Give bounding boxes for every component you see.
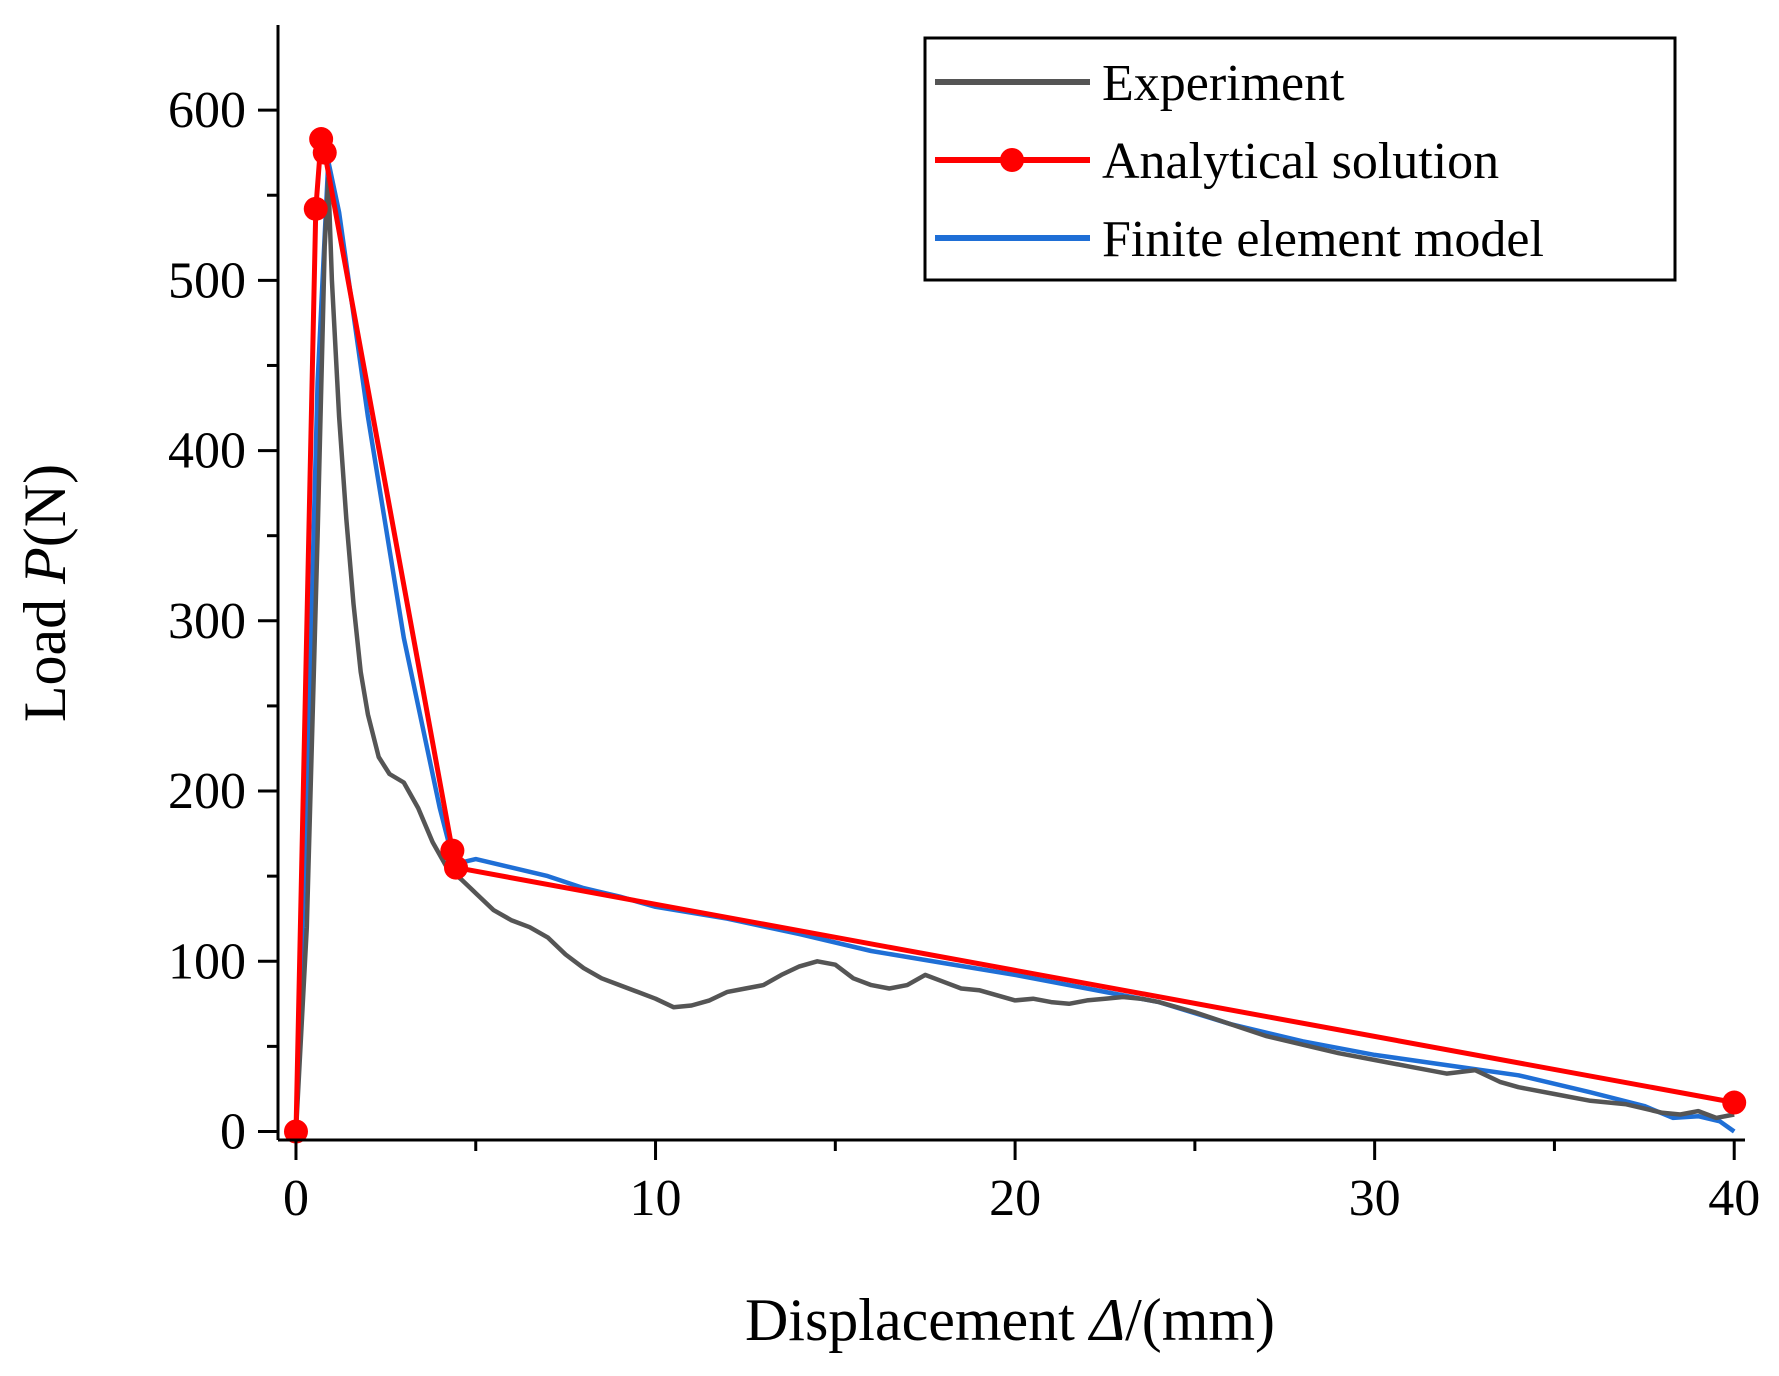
series-layer [283, 127, 1747, 1144]
x-axis-title-symbol: Δ [1088, 1287, 1125, 1353]
y-tick-label-400: 400 [168, 423, 246, 480]
x-axis-title-prefix: Displacement [745, 1287, 1090, 1353]
x-tick-label-40: 40 [1708, 1170, 1760, 1227]
series-point-analytical-solution-0 [283, 1119, 308, 1144]
y-tick-label-200: 200 [168, 763, 246, 820]
y-tick-label-600: 600 [168, 82, 246, 139]
series-point-analytical-solution-6 [1722, 1090, 1747, 1115]
y-axis-title-symbol: P [12, 547, 78, 585]
y-axis-title-prefix: Load [12, 584, 78, 722]
series-line-analytical-solution [293, 136, 1735, 1132]
y-axis-title-unit: (N) [12, 464, 78, 547]
legend-label-experiment: Experiment [1102, 55, 1345, 112]
y-tick-label-500: 500 [168, 252, 246, 309]
axes [276, 25, 1745, 1142]
x-axis-title: Displacement Δ/(mm) [745, 1287, 1275, 1353]
x-tick-label-20: 20 [989, 1170, 1041, 1227]
x-tick-label-30: 30 [1349, 1170, 1401, 1227]
y-tick-label-100: 100 [168, 933, 246, 990]
legend: Experiment Analytical solution Finite el… [923, 36, 1677, 282]
series-line-finite-element-model [293, 158, 1736, 1134]
x-axis-title-unit: /(mm) [1125, 1287, 1275, 1353]
series-point-analytical-solution-5 [443, 855, 468, 880]
legend-label-fem: Finite element model [1102, 211, 1544, 268]
y-axis-title: Load P(N) [12, 464, 78, 722]
x-tick-label-10: 10 [630, 1170, 682, 1227]
y-tick-label-0: 0 [220, 1103, 246, 1160]
series-line-experiment [293, 175, 1735, 1132]
series-point-analytical-solution-1 [303, 196, 328, 221]
series-point-analytical-solution-3 [312, 140, 337, 165]
legend-label-analytical: Analytical solution [1102, 133, 1499, 190]
x-tick-label-0: 0 [283, 1170, 309, 1227]
legend-marker-analytical [1000, 148, 1024, 172]
y-tick-label-300: 300 [168, 593, 246, 650]
